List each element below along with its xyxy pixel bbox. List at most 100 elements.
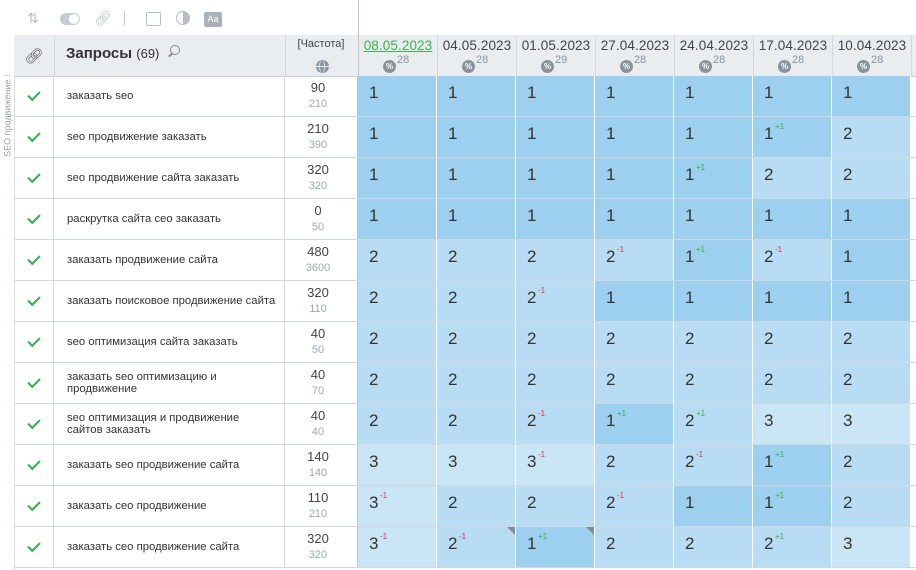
position-cell[interactable]: 2 xyxy=(753,158,832,198)
position-cell[interactable]: 2 xyxy=(358,240,437,280)
position-cell[interactable]: 2 xyxy=(674,527,753,567)
position-cell[interactable]: 2 xyxy=(358,404,437,444)
row-check-cell[interactable] xyxy=(14,445,54,485)
position-cell[interactable]: 1 xyxy=(437,117,516,157)
font-icon[interactable]: Aa xyxy=(204,12,222,27)
position-cell[interactable]: 2 -1 xyxy=(595,486,674,526)
position-cell[interactable]: 3 -1 xyxy=(358,527,437,567)
row-check-cell[interactable] xyxy=(14,322,54,362)
position-cell[interactable]: 1 xyxy=(674,281,753,321)
position-cell[interactable]: 1 xyxy=(358,76,437,116)
position-cell[interactable]: 2 xyxy=(753,322,832,362)
sort-icon[interactable]: ⇅ xyxy=(27,10,39,26)
position-cell[interactable]: 1 xyxy=(437,158,516,198)
position-cell[interactable]: 1 xyxy=(674,486,753,526)
row-check-cell[interactable] xyxy=(14,76,54,116)
position-cell[interactable]: 1 xyxy=(753,76,832,116)
date-label[interactable]: 08.05.2023 xyxy=(363,38,433,53)
percent-icon[interactable]: % xyxy=(778,60,791,73)
position-cell[interactable]: 1 xyxy=(358,199,437,239)
position-cell[interactable]: 2 xyxy=(358,281,437,321)
date-column-header[interactable]: 04.05.2023% 28 xyxy=(438,35,517,76)
position-cell[interactable]: 3 xyxy=(358,445,437,485)
position-cell[interactable]: 2 -1 xyxy=(516,404,595,444)
position-cell[interactable]: 1 +1 xyxy=(674,240,753,280)
query-cell[interactable]: заказать seo xyxy=(54,76,285,116)
position-cell[interactable]: 1 xyxy=(437,76,516,116)
position-cell[interactable]: 2 +1 xyxy=(753,527,832,567)
date-label[interactable]: 17.04.2023 xyxy=(758,38,828,53)
query-cell[interactable]: seo оптимизация сайта заказать xyxy=(54,322,285,362)
position-cell[interactable]: 1 +1 xyxy=(674,158,753,198)
query-cell[interactable]: заказать поисковое продвижение сайта xyxy=(54,281,285,321)
position-cell[interactable]: 3 -1 xyxy=(516,445,595,485)
position-cell[interactable]: 3 xyxy=(753,404,832,444)
row-check-cell[interactable] xyxy=(14,199,54,239)
position-cell[interactable]: 1 xyxy=(437,199,516,239)
percent-icon[interactable]: % xyxy=(462,60,475,73)
position-cell[interactable]: 3 xyxy=(832,527,911,567)
position-cell[interactable]: 2 xyxy=(358,322,437,362)
search-icon[interactable] xyxy=(170,45,180,55)
row-check-cell[interactable] xyxy=(14,281,54,321)
date-label[interactable]: 24.04.2023 xyxy=(679,38,749,53)
date-column-header[interactable]: 24.04.2023% 28 xyxy=(675,35,754,76)
position-cell[interactable]: 2 xyxy=(437,322,516,362)
date-label[interactable]: 01.05.2023 xyxy=(521,38,591,53)
position-cell[interactable]: 1 xyxy=(595,199,674,239)
query-cell[interactable]: раскрутка сайта сео заказать xyxy=(54,199,285,239)
project-label[interactable]: SEO продвижение xyxy=(3,66,14,166)
position-cell[interactable]: 1 xyxy=(753,199,832,239)
position-cell[interactable]: 2 xyxy=(832,445,911,485)
query-cell[interactable]: seo продвижение заказать xyxy=(54,117,285,157)
row-check-cell[interactable] xyxy=(14,527,54,567)
date-label[interactable]: 10.04.2023 xyxy=(837,38,907,53)
percent-icon[interactable]: % xyxy=(541,60,554,73)
position-cell[interactable]: 2 xyxy=(516,240,595,280)
query-cell[interactable]: seo продвижение сайта заказать xyxy=(54,158,285,198)
date-column-header[interactable]: 27.04.2023% 28 xyxy=(596,35,675,76)
row-check-cell[interactable] xyxy=(14,158,54,198)
position-cell[interactable]: 1 xyxy=(595,158,674,198)
query-cell[interactable]: заказать сео продвижение сайта xyxy=(54,527,285,567)
position-cell[interactable]: 1 xyxy=(832,240,911,280)
position-cell[interactable]: 2 -1 xyxy=(674,445,753,485)
position-cell[interactable]: 2 xyxy=(437,486,516,526)
toggle-icon[interactable] xyxy=(60,13,80,25)
position-cell[interactable]: 1 xyxy=(832,76,911,116)
date-label[interactable]: 27.04.2023 xyxy=(600,38,670,53)
position-cell[interactable]: 1 xyxy=(595,281,674,321)
position-cell[interactable]: 2 xyxy=(595,527,674,567)
position-cell[interactable]: 2 xyxy=(832,158,911,198)
query-cell[interactable]: заказать seo продвижение сайта xyxy=(54,445,285,485)
position-cell[interactable]: 2 xyxy=(516,322,595,362)
row-check-cell[interactable] xyxy=(14,486,54,526)
row-check-cell[interactable] xyxy=(14,363,54,403)
position-cell[interactable]: 2 xyxy=(832,486,911,526)
position-cell[interactable]: 2 -1 xyxy=(753,240,832,280)
position-cell[interactable]: 2 xyxy=(437,281,516,321)
percent-icon[interactable]: % xyxy=(620,60,633,73)
position-cell[interactable]: 3 xyxy=(832,404,911,444)
position-cell[interactable]: 2 xyxy=(595,445,674,485)
position-cell[interactable]: 2 xyxy=(595,363,674,403)
position-cell[interactable]: 2 xyxy=(595,322,674,362)
position-cell[interactable]: 1 xyxy=(516,199,595,239)
position-cell[interactable]: 2 xyxy=(674,363,753,403)
position-cell[interactable]: 2 xyxy=(832,117,911,157)
position-cell[interactable]: 2 +1 xyxy=(674,404,753,444)
position-cell[interactable]: 1 xyxy=(358,117,437,157)
date-column-header[interactable]: 17.04.2023% 28 xyxy=(754,35,833,76)
query-cell[interactable]: заказать сео продвижение xyxy=(54,486,285,526)
table-icon[interactable] xyxy=(146,12,161,26)
date-label[interactable]: 04.05.2023 xyxy=(442,38,512,53)
position-cell[interactable]: 2 xyxy=(832,363,911,403)
percent-icon[interactable]: % xyxy=(857,60,870,73)
position-cell[interactable]: 2 xyxy=(437,363,516,403)
position-cell[interactable]: 2 xyxy=(437,404,516,444)
link-icon[interactable]: 🔗︎ xyxy=(94,10,112,26)
link-column-icon[interactable]: 🔗︎ xyxy=(14,35,55,76)
frequency-header[interactable]: [Частота] xyxy=(285,35,359,76)
position-cell[interactable]: 1 xyxy=(516,76,595,116)
position-cell[interactable]: 1 xyxy=(516,158,595,198)
